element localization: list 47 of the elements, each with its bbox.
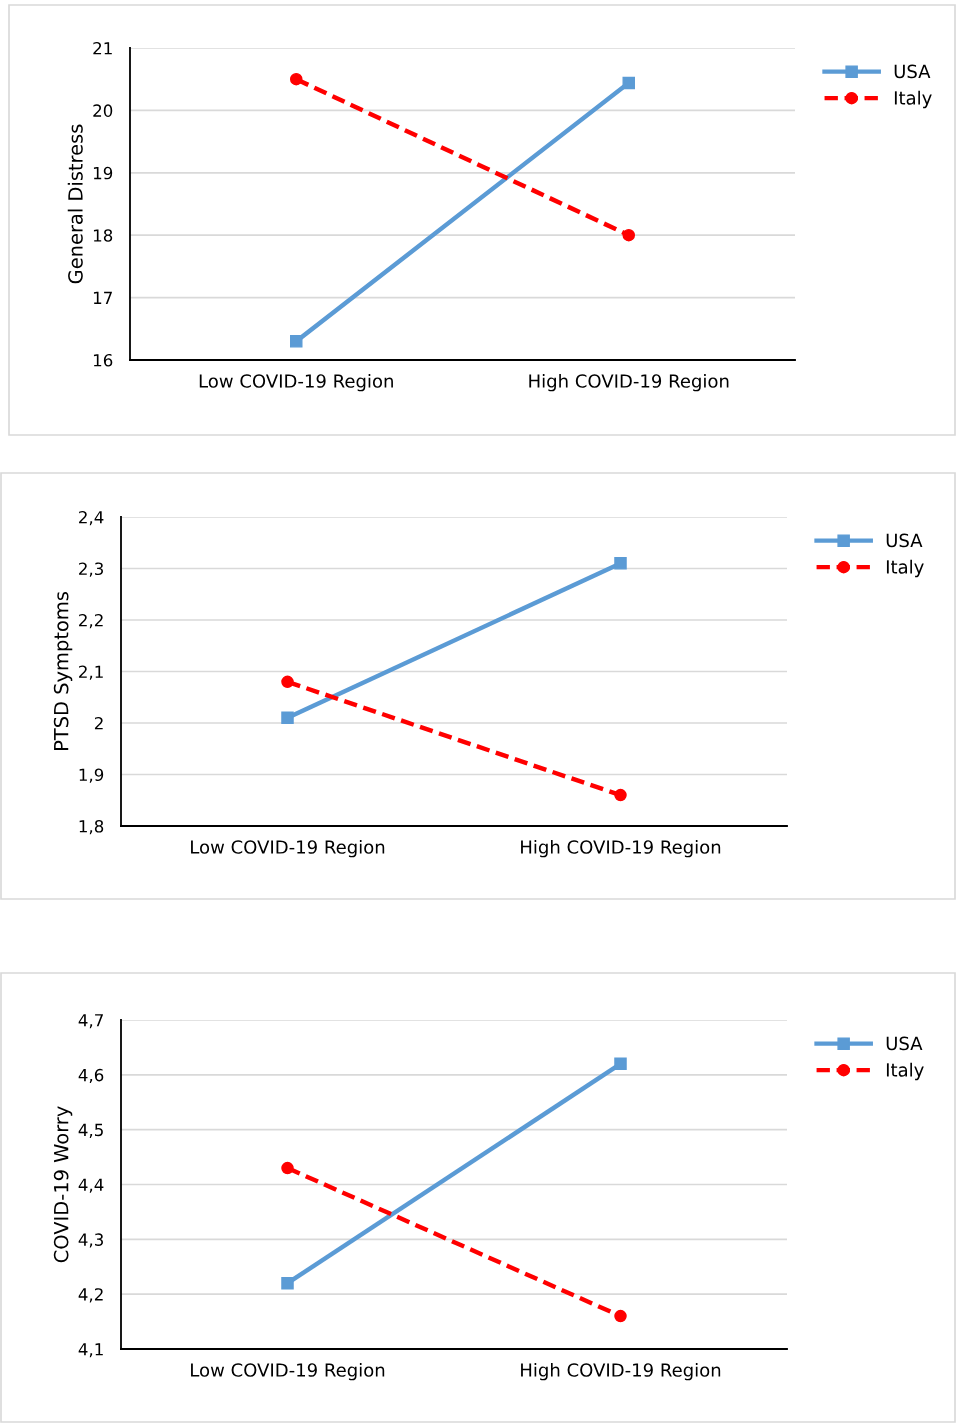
legend-label: USA <box>894 64 931 79</box>
legend-label: USA <box>886 533 923 548</box>
x-tick-label: High COVID-19 Region <box>521 1362 721 1381</box>
y-tick-label: 21 <box>93 41 112 55</box>
point <box>622 76 636 90</box>
y-tick-label: 4,3 <box>78 1233 103 1248</box>
x-tick-label: High COVID-19 Region <box>529 373 729 392</box>
y-tick-label: 4,7 <box>78 1014 103 1029</box>
point <box>281 711 294 725</box>
point <box>614 1309 627 1323</box>
point <box>614 1057 627 1071</box>
point <box>281 1161 294 1175</box>
legend-label: Italy <box>886 1062 924 1081</box>
y-tick-label: 4,5 <box>78 1123 103 1138</box>
y-tick-label: 2,3 <box>79 562 103 577</box>
y-tick-label: 4,4 <box>78 1178 104 1193</box>
y-tick-label: 2,4 <box>79 510 104 526</box>
legend-label: Italy <box>886 559 924 578</box>
y-tick-label: 2 <box>94 716 103 730</box>
x-tick-label: High COVID-19 Region <box>521 839 721 858</box>
point <box>614 788 627 802</box>
point <box>289 72 303 86</box>
y-tick-label: 4,6 <box>78 1068 104 1084</box>
y-tick-label: 1,9 <box>79 768 104 783</box>
y-tick-label: 19 <box>93 166 113 180</box>
y-tick-label: 18 <box>93 229 113 242</box>
y-tick-label: 16 <box>93 353 113 367</box>
y-tick-label: 20 <box>93 104 113 117</box>
point <box>622 228 636 242</box>
y-tick-label: 4,2 <box>78 1288 103 1303</box>
point <box>281 1276 294 1290</box>
point <box>281 675 294 689</box>
y-tick-label: 17 <box>93 291 112 304</box>
x-tick-label: Low COVID-19 Region <box>191 1362 385 1381</box>
y-axis-title: PTSD Symptoms <box>53 592 73 750</box>
legend-label: Italy <box>894 90 932 109</box>
x-tick-label: Low COVID-19 Region <box>199 373 393 392</box>
y-axis-title: General Distress <box>67 124 83 284</box>
y-tick-label: 4,1 <box>78 1343 103 1358</box>
point <box>289 335 303 348</box>
y-tick-label: 2,1 <box>79 665 103 680</box>
legend-label: USA <box>886 1036 923 1051</box>
point <box>614 557 627 570</box>
x-tick-label: Low COVID-19 Region <box>191 839 385 858</box>
y-tick-label: 2,2 <box>79 613 103 629</box>
y-tick-label: 1,8 <box>79 819 104 835</box>
y-axis-title: COVID-19 Worry <box>53 1106 73 1263</box>
